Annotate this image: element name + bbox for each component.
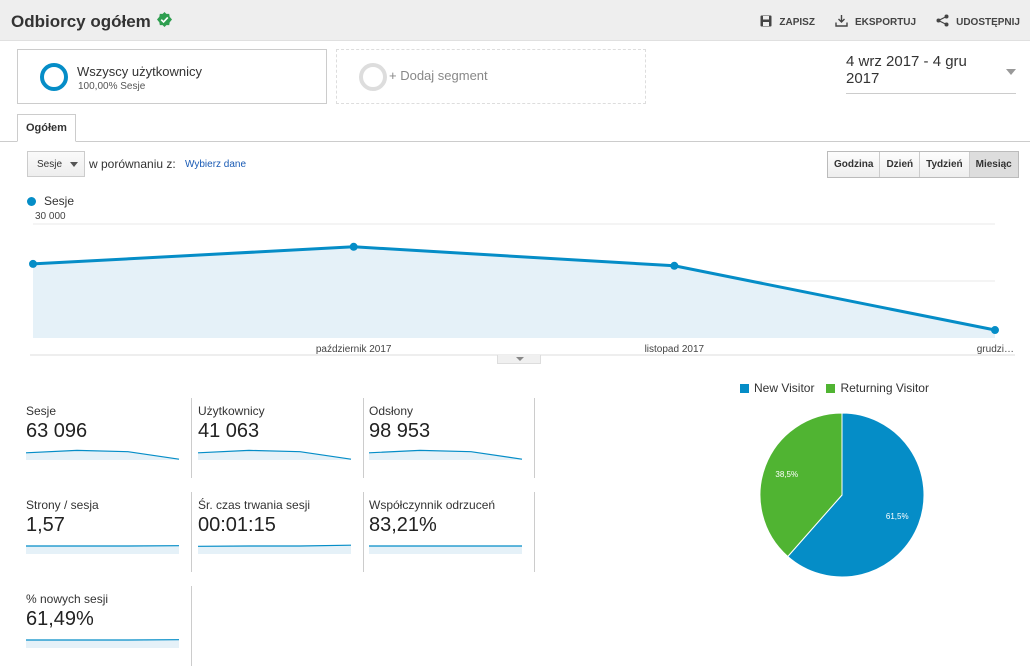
metric-value: 41 063 [198,420,259,443]
export-label: EKSPORTUJ [855,17,916,28]
pie-legend-new-label: New Visitor [754,381,814,395]
pie-legend-returning: Returning Visitor [826,381,929,395]
metric-label: Współczynnik odrzuceń [369,498,495,512]
metric-sparkline [26,630,180,650]
share-label: UDOSTĘPNIJ [956,17,1020,28]
metric-value: 98 953 [369,420,430,443]
metric-label: % nowych sesji [26,592,108,606]
metric-select-value: Sesje [37,159,62,170]
choose-metric-link[interactable]: Wybierz dane [185,159,246,170]
visitor-type-pie-chart: 61,5% 38,5% [755,408,931,584]
metric-label: Śr. czas trwania sesji [198,498,310,512]
tab-overview[interactable]: Ogółem [17,114,76,142]
share-button[interactable]: UDOSTĘPNIJ [936,14,1020,30]
metric-label: Odsłony [369,404,413,418]
add-segment-button[interactable]: + Dodaj segment [336,49,646,104]
chevron-down-icon [1006,62,1016,79]
save-icon [760,15,772,30]
data-point [670,262,678,270]
share-icon [936,14,949,30]
metric-tile[interactable]: % nowych sesji 61,49% [20,586,192,666]
metric-tile[interactable]: Współczynnik odrzuceń 83,21% [363,492,535,572]
period-day-button[interactable]: Dzień [880,152,920,177]
metric-sparkline [26,536,180,556]
sparkline-area [26,546,179,554]
metric-label: Użytkownicy [198,404,265,418]
pie-slice-label: 38,5% [775,470,798,479]
sparkline-area [369,546,522,554]
page-title: Odbiorcy ogółem [11,12,172,32]
data-point [991,326,999,334]
download-icon [835,14,848,30]
x-tick-label: październik 2017 [316,344,392,355]
add-segment-label: + Dodaj segment [389,68,488,83]
x-tick-label: grudzi… [977,344,1014,355]
series-area [33,247,995,338]
compare-label: w porównaniu z: [89,157,176,171]
verified-check-icon [157,12,172,32]
empty-segment-ring-icon [358,62,388,97]
metric-label: Sesje [26,404,56,418]
top-bar: Odbiorcy ogółem ZAPISZ EKSPORTUJ UDOSTĘP… [0,0,1030,41]
metric-value: 83,21% [369,514,437,537]
segment-all-users[interactable]: Wszyscy użytkownicy 100,00% Sesje [17,49,327,104]
metric-tile[interactable]: Odsłony 98 953 [363,398,535,478]
metric-sparkline [369,536,523,556]
metric-label: Strony / sesja [26,498,99,512]
save-button[interactable]: ZAPISZ [760,14,815,30]
pie-legend-returning-label: Returning Visitor [840,381,929,395]
metric-select[interactable]: Sesje [27,151,85,177]
chart-resize-handle[interactable] [497,355,541,364]
page-title-text: Odbiorcy ogółem [11,12,151,32]
metric-value: 00:01:15 [198,514,276,537]
pie-legend: New Visitor Returning Visitor [740,381,929,395]
pie-legend-new: New Visitor [740,381,814,395]
data-point [350,243,358,251]
segment-name: Wszyscy użytkownicy [77,64,202,79]
period-hour-button[interactable]: Godzina [828,152,880,177]
legend-swatch [740,384,749,393]
export-button[interactable]: EKSPORTUJ [835,14,916,30]
metric-sparkline [198,442,352,462]
metric-value: 1,57 [26,514,65,537]
segment-share: 100,00% Sesje [78,81,145,92]
sparkline-area [26,640,179,648]
date-range-picker[interactable]: 4 wrz 2017 - 4 gru 2017 [846,53,1016,94]
segment-ring-icon [39,62,69,97]
save-label: ZAPISZ [779,17,815,28]
metric-sparkline [369,442,523,462]
data-point [29,260,37,268]
metric-tile[interactable]: Użytkownicy 41 063 [192,398,364,478]
metric-tile[interactable]: Sesje 63 096 [20,398,192,478]
legend-series-name: Sesje [44,194,74,208]
metric-tile[interactable]: Śr. czas trwania sesji 00:01:15 [192,492,364,572]
metric-sparkline [26,442,180,462]
period-month-button[interactable]: Miesiąc [970,152,1018,177]
chevron-down-icon [70,159,78,170]
sparkline-line [198,545,351,546]
metric-sparkline [198,536,352,556]
y-tick-label: 30 000 [35,212,66,222]
period-switcher: Godzina Dzień Tydzień Miesiąc [827,151,1019,178]
date-range-text: 4 wrz 2017 - 4 gru 2017 [846,53,998,87]
legend-dot [27,197,36,206]
metric-value: 63 096 [26,420,87,443]
x-tick-label: listopad 2017 [645,344,705,355]
metric-tile[interactable]: Strony / sesja 1,57 [20,492,192,572]
chart-legend: Sesje [27,194,74,208]
metric-value: 61,49% [26,608,94,631]
tab-divider [0,141,1030,142]
pie-slice-label: 61,5% [886,512,909,521]
period-week-button[interactable]: Tydzień [920,152,969,177]
legend-swatch [826,384,835,393]
